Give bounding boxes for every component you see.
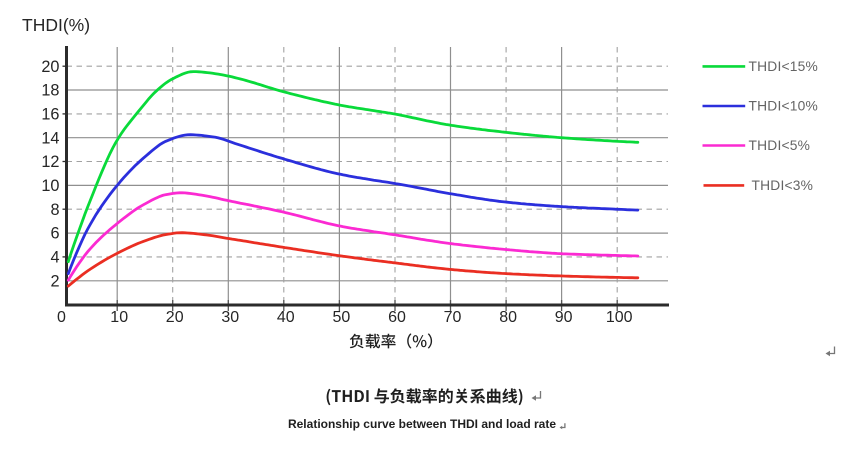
svg-text:THDI<5%: THDI<5% [749,138,811,153]
svg-text:0: 0 [57,309,66,326]
svg-text:80: 80 [499,309,517,326]
svg-text:60: 60 [388,309,406,326]
svg-text:THDI<3%: THDI<3% [752,178,814,193]
svg-text:16: 16 [41,106,59,124]
svg-text:90: 90 [555,309,573,326]
svg-text:4: 4 [50,249,59,267]
svg-text:8: 8 [50,201,59,219]
svg-text:40: 40 [277,309,295,326]
svg-text:THDI<15%: THDI<15% [749,59,818,74]
svg-text:18: 18 [41,82,59,100]
svg-text:70: 70 [444,309,462,326]
svg-text:10: 10 [41,177,59,195]
svg-text:50: 50 [333,309,351,326]
svg-text:6: 6 [50,225,59,243]
svg-text:14: 14 [41,129,59,147]
svg-text:100: 100 [606,309,633,326]
svg-text:10: 10 [110,309,128,326]
svg-text:2: 2 [50,272,59,290]
svg-text:20: 20 [41,58,59,76]
svg-text:Relationship curve between THD: Relationship curve between THDI and load… [288,417,556,431]
svg-text:THDI(%): THDI(%) [22,15,90,35]
svg-text:12: 12 [41,153,59,171]
svg-text:THDI<10%: THDI<10% [749,99,818,114]
svg-text:20: 20 [166,309,184,326]
svg-text:30: 30 [221,309,239,326]
